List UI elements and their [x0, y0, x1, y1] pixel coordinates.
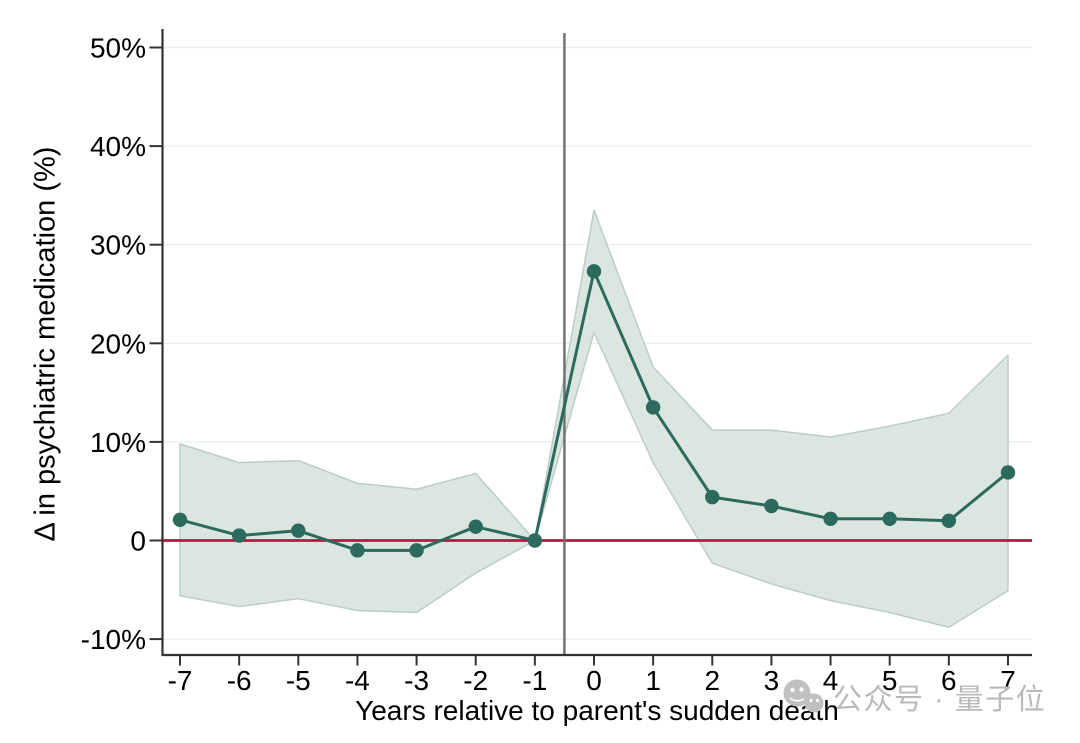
watermark-text: 公众号 · 量子位 — [833, 684, 1047, 716]
x-tick-label: -2 — [463, 665, 488, 696]
data-point-marker — [645, 400, 661, 415]
data-point-marker — [823, 511, 838, 527]
x-tick-label: 1 — [645, 665, 661, 696]
x-tick-label: 2 — [704, 665, 720, 696]
data-point-marker — [941, 513, 957, 528]
data-point-marker — [172, 512, 188, 527]
x-axis-title: Years relative to parent's sudden death — [355, 695, 839, 726]
x-tick-label: -7 — [168, 665, 193, 696]
y-tick-label: 0 — [130, 526, 146, 557]
x-tick-label: 7 — [1000, 665, 1016, 696]
y-tick-label: 50% — [90, 33, 146, 64]
x-tick-label: -4 — [345, 665, 370, 696]
x-tick-label: 0 — [586, 665, 602, 696]
x-tick-label: 4 — [823, 665, 839, 696]
x-tick-label: -6 — [227, 665, 252, 696]
y-tick-label: -10% — [81, 624, 146, 655]
x-tick-label: -1 — [522, 665, 547, 696]
data-point-marker — [705, 489, 720, 505]
y-tick-label: 10% — [90, 427, 146, 458]
data-point-marker — [231, 528, 247, 543]
data-point-marker — [468, 519, 483, 534]
data-point-marker — [586, 264, 602, 279]
data-point-marker — [1000, 465, 1016, 480]
confidence-band — [179, 209, 1009, 629]
watermark: 公众号 · 量子位 — [780, 676, 1046, 718]
data-point-marker — [764, 498, 779, 514]
data-point-marker — [350, 543, 365, 558]
data-point-marker — [882, 511, 897, 527]
x-tick-label: 5 — [882, 665, 898, 696]
x-tick-label: -5 — [286, 665, 311, 696]
data-point-marker — [291, 523, 306, 538]
data-point-marker — [527, 533, 543, 548]
y-axis-title: Δ in psychiatric medication (%) — [29, 146, 62, 542]
x-tick-label: 6 — [941, 665, 957, 696]
y-tick-label: 40% — [90, 131, 146, 162]
y-tick-label: 20% — [90, 328, 146, 359]
data-point-marker — [409, 543, 424, 558]
y-tick-label: 30% — [90, 230, 146, 261]
wechat-icon — [783, 679, 824, 713]
x-tick-label: -3 — [404, 665, 429, 696]
x-tick-label: 3 — [764, 665, 780, 696]
